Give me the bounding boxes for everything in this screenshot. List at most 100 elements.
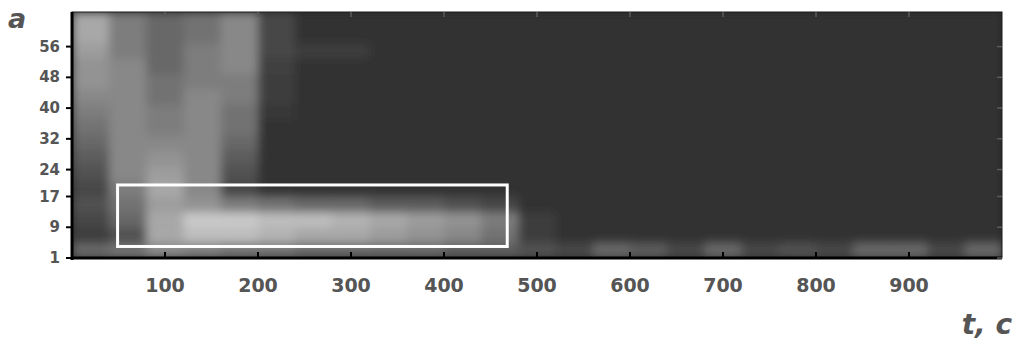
cell — [890, 120, 928, 136]
cell — [630, 104, 668, 120]
cell — [109, 243, 147, 258]
cell — [742, 227, 780, 243]
cell — [965, 58, 1002, 74]
x-tick — [815, 252, 817, 258]
y-tick — [66, 76, 72, 78]
cell — [518, 227, 556, 243]
cell — [742, 181, 780, 197]
cell — [481, 150, 519, 166]
cell — [890, 212, 928, 228]
y-tick — [66, 226, 72, 228]
cell — [370, 135, 408, 151]
cell — [667, 43, 705, 59]
cell — [518, 120, 556, 136]
x-tick-label: 400 — [424, 274, 464, 296]
cell — [481, 212, 519, 228]
cell — [184, 197, 222, 213]
y-axis-label: a — [8, 3, 26, 34]
cell — [109, 104, 147, 120]
cell — [928, 243, 966, 258]
cell — [72, 135, 110, 151]
cell — [853, 43, 891, 59]
cell — [593, 12, 631, 28]
cell — [184, 58, 222, 74]
cell — [853, 181, 891, 197]
x-tick-top — [908, 12, 910, 17]
cell — [258, 212, 296, 228]
cell — [221, 89, 259, 105]
cell — [72, 181, 110, 197]
cell — [556, 181, 594, 197]
cell — [295, 212, 333, 228]
cell — [370, 104, 408, 120]
cell — [593, 181, 631, 197]
cell — [593, 43, 631, 59]
cell — [109, 120, 147, 136]
cell — [370, 74, 408, 90]
x-tick-label: 300 — [331, 274, 371, 296]
cell — [779, 104, 817, 120]
cell — [779, 74, 817, 90]
cell — [221, 74, 259, 90]
cell — [630, 12, 668, 28]
y-axis-line — [71, 12, 74, 260]
cell — [928, 12, 966, 28]
x-tick-label: 900 — [889, 274, 929, 296]
cell — [444, 212, 482, 228]
cell — [146, 43, 184, 59]
cell — [965, 212, 1002, 228]
cell — [816, 181, 854, 197]
cell — [72, 74, 110, 90]
cell — [779, 43, 817, 59]
cell — [481, 120, 519, 136]
cell — [295, 12, 333, 28]
cell — [890, 243, 928, 258]
cell — [779, 135, 817, 151]
cell — [667, 150, 705, 166]
cell — [556, 120, 594, 136]
cell — [630, 89, 668, 105]
cell — [742, 150, 780, 166]
cell — [965, 43, 1002, 59]
cell — [779, 150, 817, 166]
cell — [816, 227, 854, 243]
cell — [630, 227, 668, 243]
cell — [221, 12, 259, 28]
cell — [593, 150, 631, 166]
cell — [704, 89, 742, 105]
cell — [444, 166, 482, 182]
cell — [742, 212, 780, 228]
cell — [704, 181, 742, 197]
cell — [481, 135, 519, 151]
cell — [816, 74, 854, 90]
y-tick-right — [997, 196, 1002, 198]
cell — [630, 197, 668, 213]
cell — [965, 89, 1002, 105]
cell — [667, 58, 705, 74]
cell — [481, 58, 519, 74]
cell — [890, 58, 928, 74]
cell — [332, 150, 370, 166]
cell — [518, 27, 556, 43]
cell — [816, 89, 854, 105]
cell — [407, 58, 445, 74]
cell — [779, 227, 817, 243]
cell — [109, 166, 147, 182]
cell — [704, 120, 742, 136]
cell — [184, 227, 222, 243]
cell — [742, 166, 780, 182]
cell — [146, 135, 184, 151]
cell — [258, 74, 296, 90]
x-tick — [629, 252, 631, 258]
cell — [667, 181, 705, 197]
cell — [146, 166, 184, 182]
cell — [965, 150, 1002, 166]
cell — [407, 120, 445, 136]
cell — [928, 212, 966, 228]
cell — [928, 135, 966, 151]
cell — [704, 27, 742, 43]
cell — [444, 12, 482, 28]
cell — [221, 104, 259, 120]
cell — [890, 135, 928, 151]
x-tick — [722, 252, 724, 258]
